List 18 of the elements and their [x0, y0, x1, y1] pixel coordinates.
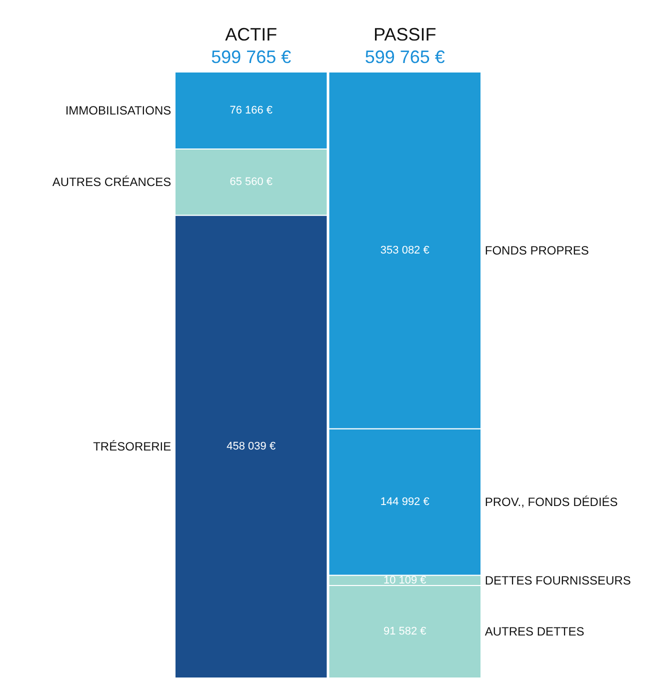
series-label: AUTRES CRÉANCES	[52, 175, 172, 190]
data-label: 91 582 €	[383, 626, 426, 638]
data-label: 76 166 €	[230, 104, 273, 116]
data-label: 144 992 €	[380, 496, 430, 508]
total-label: 599 765 €	[364, 47, 445, 67]
data-label: 458 039 €	[226, 440, 276, 453]
data-label: 65 560 €	[230, 176, 273, 188]
series-label: PROV., FONDS DÉDIÉS	[484, 495, 618, 509]
series-label: AUTRES DETTES	[484, 624, 584, 639]
x-tick-label: ACTIF	[225, 24, 278, 44]
x-tick-label: PASSIF	[374, 24, 436, 44]
series-label: IMMOBILISATIONS	[65, 103, 172, 118]
data-label: 353 082 €	[380, 244, 430, 256]
series-label: TRÉSORERIE	[93, 440, 172, 454]
series-label: DETTES FOURNISSEURS	[484, 573, 631, 588]
data-label: 10 109 €	[383, 574, 426, 586]
total-label: 599 765 €	[211, 47, 292, 67]
series-label: FONDS PROPRES	[484, 243, 589, 258]
